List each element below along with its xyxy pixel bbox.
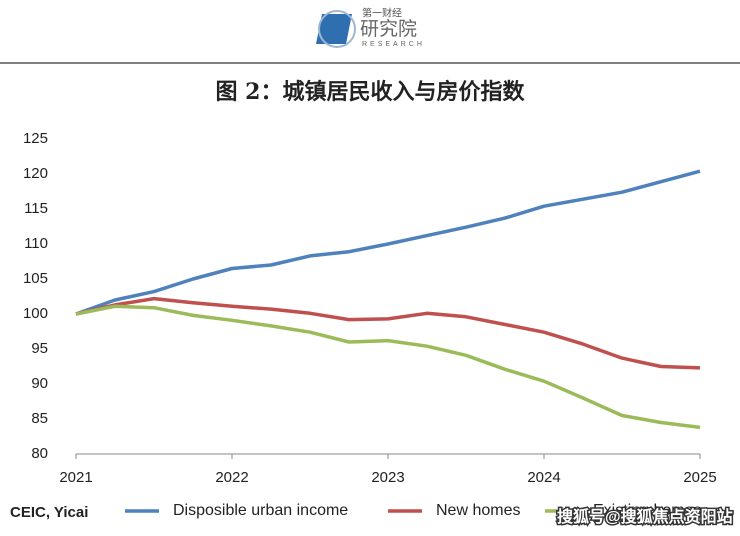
y-tick-label: 90 (31, 375, 48, 392)
logo-icon (316, 14, 352, 44)
chart-title: 图 2：城镇居民收入与房价指数 (216, 79, 526, 105)
x-tick-label: 2021 (59, 469, 92, 486)
x-tick-label: 2025 (683, 469, 716, 486)
y-tick-label: 115 (24, 200, 48, 217)
y-tick-label: 120 (23, 165, 48, 182)
x-tick-label: 2022 (215, 469, 248, 486)
y-tick-label: 100 (23, 305, 48, 322)
logo-brand: 第一财经 (362, 7, 402, 20)
x-tick-label: 2024 (527, 469, 560, 486)
y-tick-label: 105 (23, 270, 48, 287)
source: CEIC, Yicai (10, 504, 88, 521)
y-tick-label: 95 (31, 340, 48, 357)
y-tick-label: 80 (31, 445, 48, 462)
series-line (75, 304, 701, 430)
y-tick-label: 125 (23, 130, 48, 147)
x-tick-label: 2023 (371, 469, 404, 486)
y-tick-label: 85 (31, 410, 48, 427)
series-line (75, 296, 701, 370)
legend-label: Existing homes (593, 502, 702, 519)
logo: 第一财经 研究院 RESEARCH (316, 7, 425, 48)
logo-ring (318, 10, 356, 48)
legend-label: Disposible urban income (173, 502, 348, 519)
legend-label: New homes (436, 502, 520, 519)
series-line (75, 169, 701, 316)
watermark: 搜狐号@搜狐焦点资阳站 (557, 507, 733, 526)
y-tick-label: 110 (24, 235, 48, 252)
logo-name: 研究院 (360, 18, 417, 40)
logo-sub: RESEARCH (362, 41, 425, 48)
